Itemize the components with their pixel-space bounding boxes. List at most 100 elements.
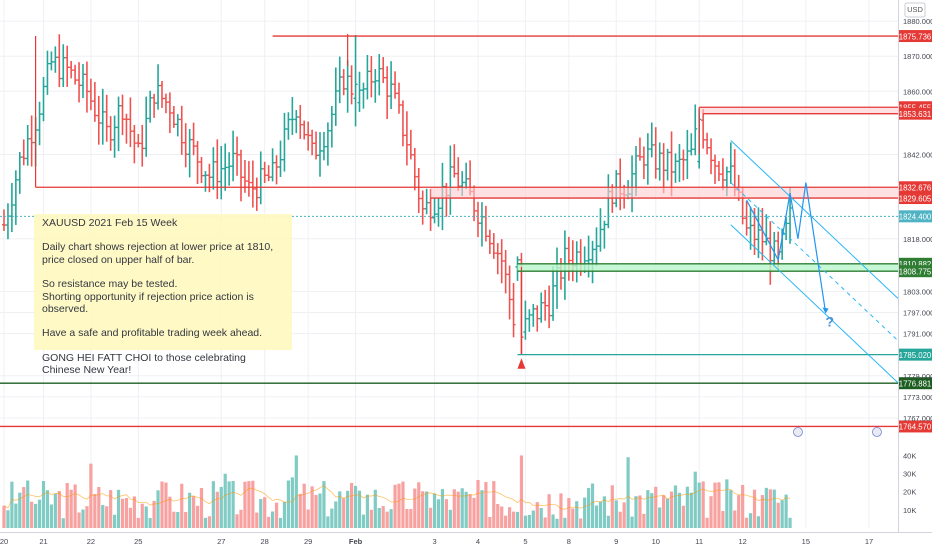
- volume-bar: [338, 491, 342, 528]
- ohlc-bar: [547, 285, 552, 329]
- time-tick-label: 15: [802, 537, 810, 546]
- volume-bar: [298, 493, 302, 528]
- ohlc-bar: [294, 110, 299, 134]
- volume-bar: [480, 490, 484, 528]
- ohlc-bar: [215, 139, 220, 200]
- volume-bar: [263, 497, 267, 528]
- level-label: 1875.736: [899, 32, 932, 41]
- ohlc-bar: [709, 138, 714, 175]
- ohlc-bar: [318, 132, 322, 177]
- question-mark: ?: [826, 314, 835, 330]
- ohlc-bar: [156, 64, 161, 110]
- ohlc-bar: [302, 120, 307, 140]
- volume-bar: [685, 486, 689, 528]
- volume-bar: [421, 491, 425, 528]
- note-line: GONG HEI FATT CHOI to those celebrating …: [42, 351, 246, 377]
- ohlc-bar: [9, 182, 14, 233]
- ohlc-bar: [713, 154, 717, 185]
- volume-bar: [547, 494, 551, 528]
- price-tick-label: 1767.000: [903, 414, 932, 423]
- volume-bar: [689, 492, 693, 528]
- note-gap: [42, 340, 286, 352]
- volume-bar: [219, 486, 223, 528]
- volume-bar: [223, 473, 227, 528]
- ohlc-bar: [116, 96, 121, 152]
- volume-bar: [243, 481, 247, 528]
- volume-bar: [259, 499, 263, 528]
- event-icon[interactable]: [793, 427, 803, 437]
- volume-bar: [168, 496, 172, 528]
- volume-bar: [342, 498, 346, 528]
- level-tag: [899, 420, 932, 433]
- ohlc-bar: [543, 289, 548, 321]
- channel-lower-line: [730, 224, 899, 384]
- volume-bar: [128, 507, 132, 528]
- price-tick-label: 1860.000: [903, 87, 932, 96]
- volume-bar: [357, 490, 362, 528]
- ohlc-bar: [325, 122, 330, 166]
- ohlc-bar: [160, 80, 164, 108]
- volume-bar: [484, 482, 488, 528]
- note-line: So resistance may be tested.: [42, 278, 178, 291]
- volume-bar: [207, 516, 211, 528]
- volume-bar: [673, 485, 678, 528]
- volume-bar: [677, 492, 682, 528]
- volume-bar: [385, 511, 389, 528]
- volume-bar: [188, 492, 192, 528]
- ohlc-bar: [69, 60, 74, 79]
- channel-upper-line: [730, 140, 899, 299]
- ohlc-bar: [594, 227, 599, 267]
- time-tick-label: 21: [39, 537, 47, 546]
- ohlc-bar: [195, 140, 200, 185]
- ohlc-bar: [661, 143, 666, 194]
- volume-bar: [417, 482, 421, 528]
- volume-bar: [73, 484, 77, 528]
- ohlc-bar: [649, 122, 654, 158]
- volume-bar: [772, 489, 776, 528]
- ohlc-bar: [535, 305, 540, 332]
- volume-bar: [227, 481, 231, 528]
- ohlc-bar: [641, 146, 646, 180]
- ohlc-bar: [266, 165, 271, 182]
- level-label: 1832.676: [899, 184, 932, 193]
- price-tick-label: 1779.000: [903, 372, 932, 381]
- volume-bar: [322, 481, 326, 528]
- ohlc-bar: [772, 231, 777, 266]
- ohlc-bar: [270, 148, 275, 182]
- level-tag: [899, 181, 932, 194]
- level-label: 1810.882: [899, 260, 932, 269]
- ohlc-bar: [345, 60, 350, 113]
- volume-bar: [669, 491, 674, 528]
- currency-box[interactable]: [904, 2, 926, 18]
- level-tag: [899, 192, 932, 205]
- ohlc-bar: [685, 129, 690, 180]
- ohlc-bar: [282, 112, 287, 172]
- price-tick-label: 1880.000: [903, 17, 932, 26]
- resistance-zone-upper: [699, 107, 898, 114]
- ohlc-bar: [744, 200, 749, 236]
- time-tick-label: 10: [652, 537, 660, 546]
- ohlc-bar: [499, 239, 504, 284]
- ohlc-bar: [397, 82, 401, 114]
- time-tick-label: 9: [614, 537, 618, 546]
- ohlc-bar: [748, 206, 753, 250]
- ohlc-bar: [373, 69, 378, 103]
- volume-bar: [140, 503, 144, 528]
- volume-bar: [184, 512, 188, 528]
- ohlc-bar: [290, 97, 295, 135]
- ohlc-bar: [657, 142, 662, 181]
- time-tick-label: 27: [217, 537, 225, 546]
- ohlc-bar: [464, 162, 469, 189]
- ohlc-bar: [495, 243, 500, 275]
- ohlc-bar: [25, 124, 30, 166]
- volume-bar: [602, 496, 606, 528]
- volume-bar: [61, 518, 65, 528]
- channel-drawing[interactable]: [730, 140, 899, 384]
- ohlc-bar: [523, 300, 528, 340]
- volume-bar: [255, 512, 259, 528]
- event-icon[interactable]: [872, 427, 882, 437]
- ohlc-bar: [183, 123, 188, 168]
- ohlc-bar: [393, 71, 398, 99]
- ohlc-bar: [298, 105, 303, 139]
- volume-bar: [622, 502, 626, 528]
